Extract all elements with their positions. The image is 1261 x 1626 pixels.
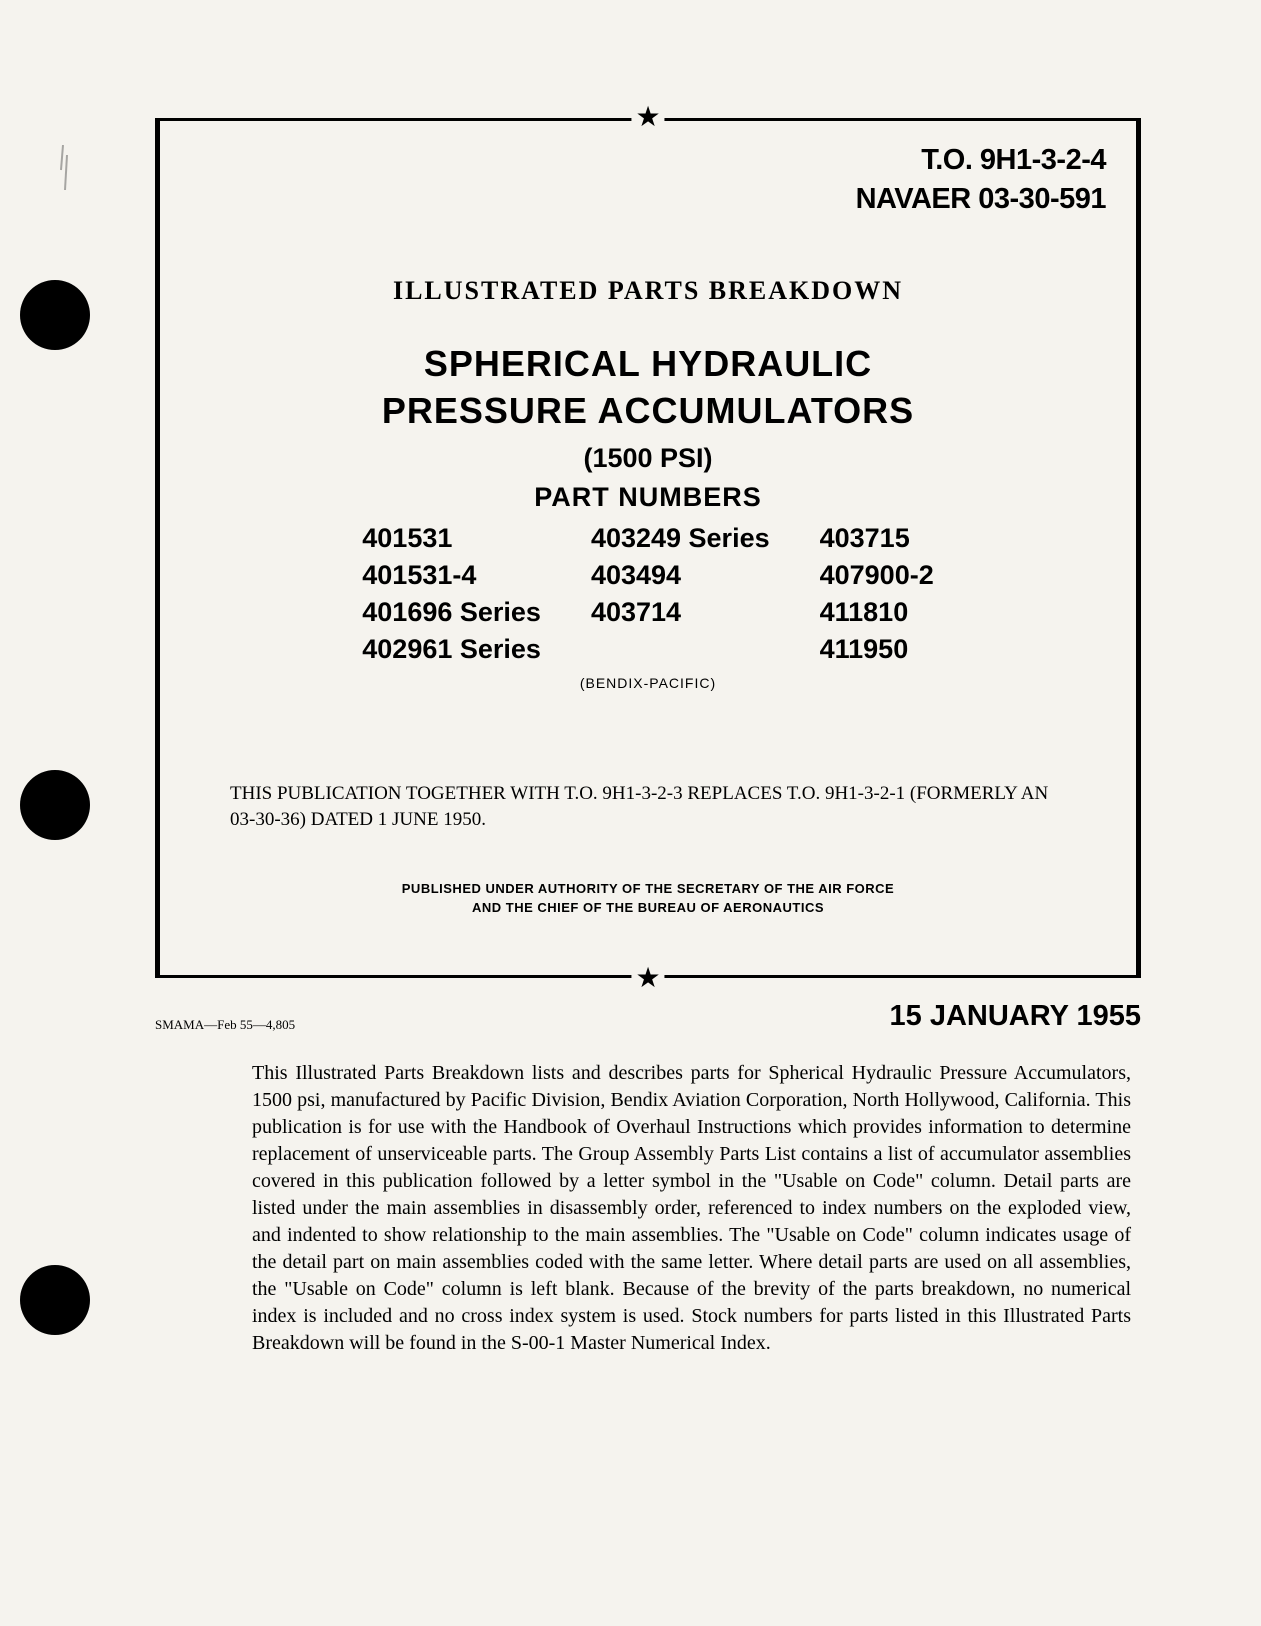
part-number xyxy=(591,634,770,665)
part-number: 403714 xyxy=(591,597,770,628)
part-number: 411810 xyxy=(820,597,934,628)
part-numbers-heading: PART NUMBERS xyxy=(160,482,1136,513)
punch-hole-icon xyxy=(20,770,90,840)
part-number: 401696 Series xyxy=(362,597,541,628)
manufacturer-label: (BENDIX-PACIFIC) xyxy=(160,675,1136,691)
part-number: 401531-4 xyxy=(362,560,541,591)
part-number: 401531 xyxy=(362,523,541,554)
document-type-title: ILLUSTRATED PARTS BREAKDOWN xyxy=(160,276,1136,306)
part-number: 403494 xyxy=(591,560,770,591)
punch-hole-icon xyxy=(20,1265,90,1335)
part-number: 407900-2 xyxy=(820,560,934,591)
punch-hole-icon xyxy=(20,280,90,350)
to-number: T.O. 9H1-3-2-4 xyxy=(856,141,1106,180)
document-page: ★ ★ T.O. 9H1-3-2-4 NAVAER 03-30-591 ILLU… xyxy=(0,0,1261,1626)
main-title-line: SPHERICAL HYDRAULIC xyxy=(160,341,1136,388)
main-title: SPHERICAL HYDRAULIC PRESSURE ACCUMULATOR… xyxy=(160,341,1136,435)
main-title-line: PRESSURE ACCUMULATORS xyxy=(160,388,1136,435)
part-number: 402961 Series xyxy=(362,634,541,665)
scan-artifact xyxy=(55,145,75,195)
authority-line: PUBLISHED UNDER AUTHORITY OF THE SECRETA… xyxy=(160,879,1136,899)
publication-date: 15 JANUARY 1955 xyxy=(890,1000,1141,1033)
star-icon: ★ xyxy=(631,104,664,132)
psi-spec: (1500 PSI) xyxy=(160,443,1136,474)
document-numbers: T.O. 9H1-3-2-4 NAVAER 03-30-591 xyxy=(856,141,1106,219)
part-number: 403249 Series xyxy=(591,523,770,554)
part-number: 403715 xyxy=(820,523,934,554)
authority-statement: PUBLISHED UNDER AUTHORITY OF THE SECRETA… xyxy=(160,879,1136,918)
navaer-number: NAVAER 03-30-591 xyxy=(856,180,1106,219)
title-frame: ★ ★ T.O. 9H1-3-2-4 NAVAER 03-30-591 ILLU… xyxy=(155,118,1141,978)
part-number: 411950 xyxy=(820,634,934,665)
print-info: SMAMA—Feb 55—4,805 xyxy=(155,1017,295,1033)
part-numbers-grid: 401531 403249 Series 403715 401531-4 403… xyxy=(362,523,933,665)
star-icon: ★ xyxy=(631,965,664,993)
authority-line: AND THE CHIEF OF THE BUREAU OF AERONAUTI… xyxy=(160,898,1136,918)
replacement-notice: THIS PUBLICATION TOGETHER WITH T.O. 9H1-… xyxy=(230,781,1066,834)
body-paragraph: This Illustrated Parts Breakdown lists a… xyxy=(252,1060,1131,1357)
footer-row: SMAMA—Feb 55—4,805 15 JANUARY 1955 xyxy=(155,1000,1141,1033)
